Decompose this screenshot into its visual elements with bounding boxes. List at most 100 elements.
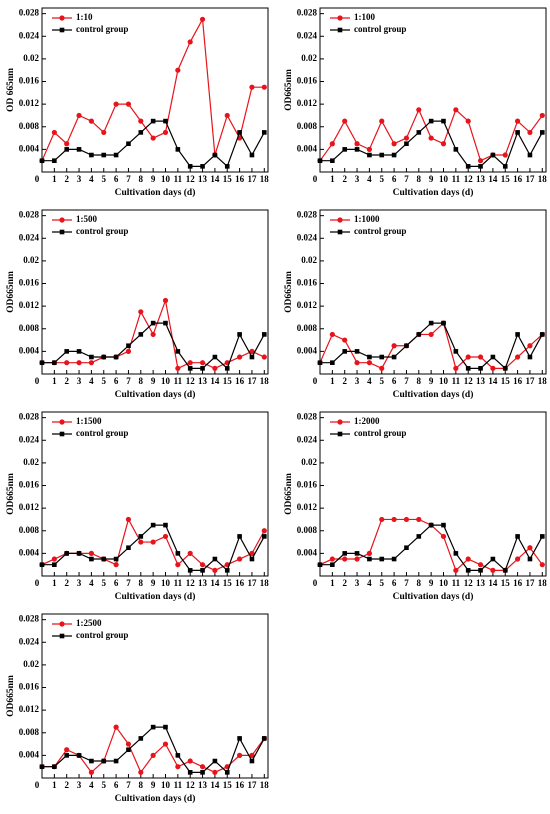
- x-tick-label: 10: [439, 376, 449, 386]
- x-tick-label: 1: [330, 376, 335, 386]
- marker: [330, 158, 335, 163]
- x-tick-label: 9: [151, 578, 156, 588]
- legend-marker: [59, 217, 65, 223]
- x-tick-label: 4: [367, 578, 372, 588]
- marker: [150, 331, 156, 338]
- x-axis-label: Cultivation days (d): [393, 591, 474, 602]
- marker: [514, 556, 521, 562]
- legend-label: control group: [76, 24, 128, 34]
- marker: [51, 129, 57, 136]
- x-tick-label: 2: [64, 174, 69, 184]
- marker: [428, 320, 434, 326]
- x-tick-label: 2: [342, 174, 347, 184]
- marker: [453, 551, 459, 556]
- marker: [379, 516, 385, 523]
- x-tick-label: 3: [77, 578, 82, 588]
- y-tick-label: 0.02: [301, 53, 317, 63]
- x-tick-label: 4: [367, 174, 372, 184]
- marker: [330, 562, 335, 567]
- y-tick-label: 0.024: [19, 30, 40, 40]
- x-tick-label: 15: [223, 578, 233, 588]
- legend-marker: [337, 419, 343, 425]
- legend-marker: [337, 27, 343, 33]
- x-tick-label: 18: [260, 780, 270, 790]
- legend-label: 1:2500: [76, 618, 102, 628]
- x-tick-label: 17: [525, 578, 535, 588]
- marker: [527, 152, 533, 158]
- y-axis-label: OD665nm: [6, 675, 16, 717]
- marker: [64, 747, 70, 753]
- x-tick-label: 1: [52, 174, 57, 184]
- x-tick-label: 7: [404, 578, 409, 588]
- plot-frame: [319, 7, 547, 173]
- marker: [162, 129, 169, 136]
- marker: [366, 146, 372, 152]
- x-axis-label: Cultivation days (d): [115, 389, 196, 400]
- marker: [342, 349, 347, 354]
- marker: [39, 360, 45, 365]
- y-tick-label: 0.016: [19, 682, 40, 692]
- marker: [224, 568, 230, 573]
- marker: [428, 522, 434, 528]
- marker: [237, 332, 242, 337]
- marker: [212, 769, 218, 775]
- marker: [539, 112, 545, 119]
- marker: [126, 141, 131, 147]
- marker: [367, 354, 372, 360]
- marker: [354, 360, 360, 366]
- marker: [379, 556, 385, 562]
- series-line: [319, 108, 543, 162]
- y-tick-label: 0.012: [19, 98, 40, 108]
- marker: [187, 758, 193, 764]
- x-axis-label: Cultivation days (d): [393, 389, 474, 400]
- y-tick-label: 0.004: [19, 547, 40, 557]
- marker: [175, 365, 181, 371]
- marker: [366, 550, 372, 556]
- x-tick-label: 11: [174, 780, 183, 790]
- x-tick-label: 8: [417, 376, 422, 386]
- legend-marker: [337, 229, 343, 235]
- x-tick-label: 3: [77, 376, 82, 386]
- y-tick-label: 0.024: [19, 434, 40, 444]
- marker: [88, 769, 94, 775]
- marker: [539, 332, 545, 337]
- marker: [502, 164, 508, 169]
- x-tick-label: 18: [538, 174, 548, 184]
- y-tick-label: 0.008: [297, 121, 318, 131]
- marker: [477, 562, 484, 568]
- marker: [249, 550, 255, 556]
- marker: [490, 354, 496, 360]
- legend-label: 1:100: [354, 12, 375, 22]
- marker: [224, 112, 230, 119]
- marker: [416, 130, 422, 135]
- marker: [126, 747, 131, 753]
- x-tick-label: 6: [392, 578, 397, 588]
- marker: [150, 752, 156, 758]
- marker: [539, 130, 545, 135]
- marker: [200, 770, 205, 775]
- marker: [39, 764, 45, 769]
- y-tick-label: 0.012: [19, 502, 40, 512]
- y-tick-label: 0.028: [297, 210, 318, 220]
- marker: [199, 764, 206, 770]
- marker: [39, 158, 45, 163]
- x-tick-label: 16: [235, 174, 245, 184]
- x-tick-label: 1: [330, 174, 335, 184]
- marker: [428, 118, 434, 124]
- marker: [379, 152, 385, 158]
- marker: [329, 556, 335, 562]
- x-tick-label: 6: [114, 578, 119, 588]
- x-tick-label: 9: [151, 780, 156, 790]
- y-tick-label: 0.008: [19, 121, 40, 131]
- marker: [126, 545, 131, 551]
- x-tick-label: 1: [52, 376, 57, 386]
- marker: [342, 551, 347, 556]
- marker: [175, 764, 181, 770]
- marker: [478, 366, 483, 371]
- x-tick-label: 17: [525, 376, 535, 386]
- marker: [126, 343, 131, 349]
- marker: [138, 130, 144, 135]
